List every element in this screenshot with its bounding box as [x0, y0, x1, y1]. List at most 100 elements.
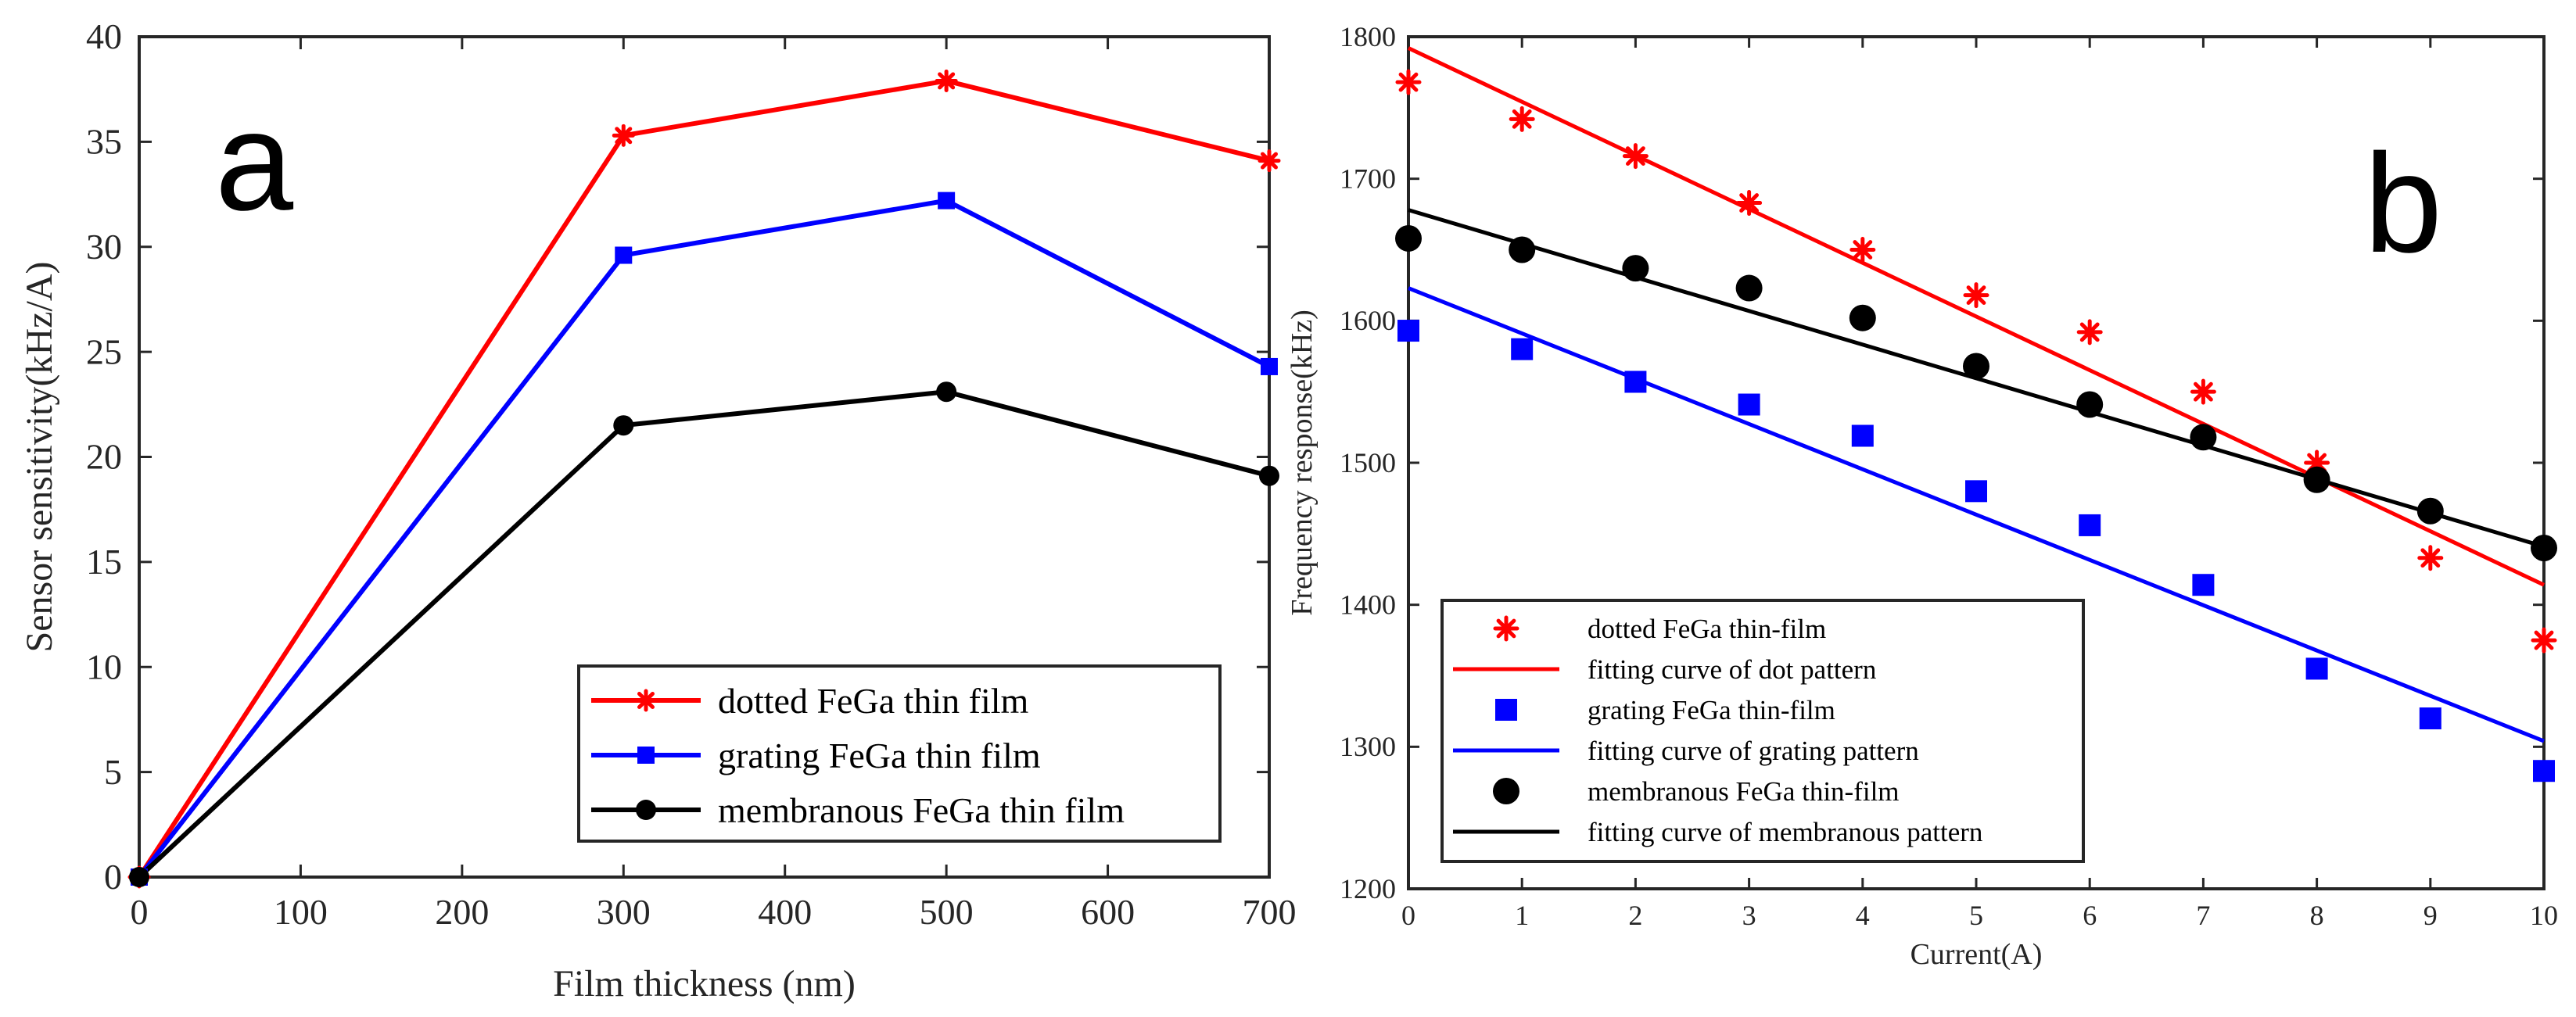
data-point — [2190, 424, 2217, 451]
data-point — [1509, 106, 1535, 132]
data-point — [1622, 255, 1649, 282]
y-tick-label: 15 — [86, 542, 122, 582]
y-tick-label: 1300 — [1340, 731, 1396, 762]
legend-label: fitting curve of membranous pattern — [1588, 817, 1982, 847]
legend: dotted FeGa thin-film fitting curve of do… — [1440, 599, 2085, 863]
data-point — [1261, 357, 1278, 375]
x-tick-label: 6 — [2083, 900, 2097, 931]
y-tick-label: 1200 — [1340, 873, 1396, 904]
legend-label: dotted FeGa thin-film — [1588, 614, 1826, 644]
y-tick-label: 30 — [86, 227, 122, 267]
data-point — [1849, 304, 1876, 331]
x-tick-label: 2 — [1628, 900, 1642, 931]
data-point — [2419, 707, 2441, 729]
data-point — [2192, 574, 2215, 596]
data-point — [1736, 190, 1763, 217]
legend-box — [1440, 599, 2085, 863]
series-line — [137, 389, 1270, 879]
data-point — [612, 124, 635, 147]
panel-label-b: b — [2364, 125, 2442, 282]
x-tick-label: 500 — [920, 892, 974, 932]
data-point — [1622, 143, 1649, 170]
series-group — [127, 69, 1281, 889]
y-tick-label: 10 — [86, 646, 122, 686]
y-tick-label: 1800 — [1340, 21, 1396, 52]
data-point — [2416, 497, 2444, 525]
x-tick-label: 600 — [1081, 892, 1135, 932]
series-group — [1395, 46, 2557, 782]
data-point — [1963, 353, 1989, 380]
data-point — [1738, 393, 1760, 416]
series-line — [137, 78, 1270, 879]
series-line — [137, 198, 1271, 879]
data-point — [615, 246, 633, 264]
legend-label: fitting curve of dot pattern — [1588, 654, 1876, 685]
x-tick-label: 300 — [597, 892, 651, 932]
legend-marker — [1493, 615, 1519, 642]
y-tick-label: 40 — [86, 16, 122, 56]
x-tick-label: 0 — [131, 892, 149, 932]
y-tick-label: 1700 — [1340, 163, 1396, 195]
data-point — [1735, 274, 1763, 302]
x-tick-label: 400 — [758, 892, 812, 932]
x-tick-label: 4 — [1856, 900, 1870, 931]
legend-marker — [1495, 699, 1517, 721]
data-point — [1849, 237, 1876, 263]
data-point — [2304, 449, 2330, 476]
x-tick-label: 700 — [1243, 892, 1297, 932]
data-point — [2079, 514, 2101, 536]
data-point — [1965, 480, 1987, 503]
data-point — [2190, 378, 2216, 405]
data-point — [1963, 282, 1989, 309]
y-tick-label: 5 — [104, 752, 122, 792]
data-point — [1258, 149, 1281, 173]
y-tick-label: 0 — [104, 857, 122, 897]
panel-b: 0 1 2 3 4 5 6 7 8 9 10 1200 1300 1400 1500 1600 1700 1800… — [1286, 21, 2558, 971]
y-tick-label: 1600 — [1340, 305, 1396, 336]
data-point — [1624, 371, 1647, 393]
y-axis-label: Frequency response(kHz) — [1286, 310, 1318, 615]
legend-marker — [634, 689, 658, 712]
data-point — [936, 381, 957, 403]
y-tick-label: 35 — [86, 122, 122, 162]
data-point — [1395, 69, 1422, 95]
data-point — [1511, 338, 1534, 360]
x-tick-label: 1 — [1515, 900, 1529, 931]
data-point — [1397, 320, 1419, 342]
y-axis-label: Sensor sensitivity(kHz/A) — [19, 262, 60, 653]
legend-label: membranous FeGa thin film — [718, 790, 1125, 830]
y-tick-label: 1400 — [1340, 589, 1396, 621]
data-point — [2305, 657, 2328, 680]
data-point — [1395, 224, 1422, 252]
legend-label: membranous FeGa thin-film — [1588, 776, 1900, 807]
x-axis-label: Film thickness (nm) — [553, 963, 856, 1004]
fit-line — [1408, 286, 2545, 743]
data-point — [2076, 319, 2103, 346]
y-tick-label: 25 — [86, 331, 122, 371]
legend-marker — [636, 800, 656, 820]
legend-marker — [637, 747, 655, 764]
x-tick-label: 7 — [2196, 900, 2210, 931]
data-point — [129, 867, 149, 887]
data-point — [1851, 424, 1874, 447]
panel-a: 0 100 200 300 400 500 600 700 0 5 10 15 20 25 30 35 40 Fi… — [19, 16, 1297, 1004]
x-tick-label: 200 — [435, 892, 489, 932]
y-tick-label: 1500 — [1340, 447, 1396, 478]
legend-label: grating FeGa thin film — [718, 736, 1041, 775]
x-tick-label: 8 — [2310, 900, 2324, 931]
legend-marker — [1493, 778, 1519, 804]
data-point — [1509, 236, 1536, 263]
panel-label-a: a — [215, 83, 294, 240]
y-tick-label: 20 — [86, 437, 122, 477]
data-point — [1259, 465, 1279, 486]
x-tick-label: 10 — [2530, 900, 2558, 931]
data-point — [935, 69, 958, 92]
x-tick-label: 0 — [1401, 900, 1415, 931]
fit-line — [1407, 46, 2546, 587]
data-point — [2533, 760, 2555, 782]
data-point — [2076, 391, 2104, 418]
data-point — [2531, 627, 2557, 654]
x-tick-label: 9 — [2424, 900, 2438, 931]
x-tick-label: 3 — [1742, 900, 1756, 931]
